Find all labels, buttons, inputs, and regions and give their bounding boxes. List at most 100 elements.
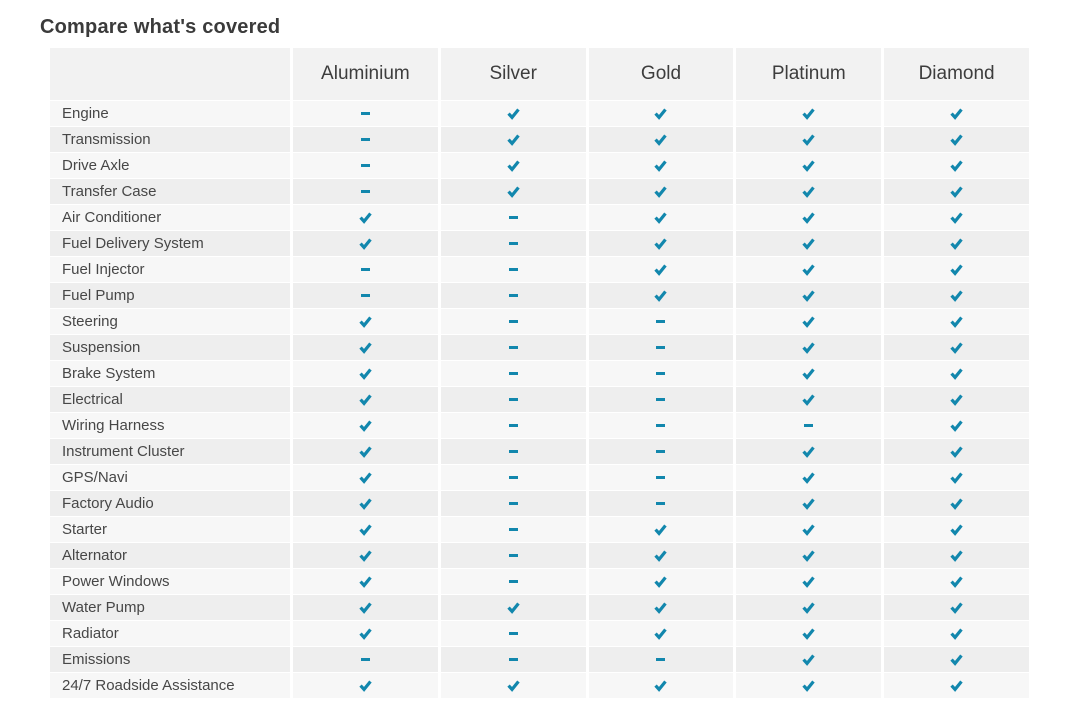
coverage-cell — [588, 361, 734, 386]
coverage-cell — [293, 673, 438, 698]
dash-icon — [508, 423, 518, 427]
coverage-cell — [736, 543, 882, 568]
check-icon — [801, 392, 816, 407]
check-icon — [949, 340, 964, 355]
coverage-cell — [736, 595, 882, 620]
coverage-cell — [884, 439, 1029, 464]
coverage-cell — [588, 179, 734, 204]
coverage-cell — [440, 205, 586, 230]
coverage-cell — [293, 647, 438, 672]
dash-icon — [508, 527, 518, 531]
dash-icon — [656, 397, 666, 401]
row-label: Electrical — [50, 387, 290, 412]
check-icon — [506, 678, 521, 693]
coverage-cell — [440, 153, 586, 178]
table-row: Drive Axle — [50, 153, 1029, 178]
row-label: Drive Axle — [50, 153, 290, 178]
dash-icon — [508, 475, 518, 479]
dash-icon — [656, 319, 666, 323]
table-body: Engine Transmission Drive Axle Transfer Cas… — [50, 101, 1029, 698]
corner-header — [50, 48, 290, 100]
check-icon — [949, 392, 964, 407]
check-icon — [801, 678, 816, 693]
coverage-cell — [736, 517, 882, 542]
check-icon — [358, 314, 373, 329]
coverage-cell — [440, 257, 586, 282]
coverage-cell — [588, 153, 734, 178]
coverage-cell — [440, 543, 586, 568]
check-icon — [801, 340, 816, 355]
check-icon — [653, 210, 668, 225]
check-icon — [358, 548, 373, 563]
coverage-cell — [293, 569, 438, 594]
coverage-cell — [736, 361, 882, 386]
check-icon — [506, 132, 521, 147]
check-icon — [949, 522, 964, 537]
check-icon — [801, 574, 816, 589]
dash-icon — [508, 215, 518, 219]
check-icon — [801, 132, 816, 147]
coverage-cell — [588, 413, 734, 438]
coverage-cell — [440, 127, 586, 152]
coverage-cell — [293, 413, 438, 438]
check-icon — [949, 366, 964, 381]
check-icon — [949, 548, 964, 563]
dash-icon — [508, 579, 518, 583]
check-icon — [949, 158, 964, 173]
row-label: Power Windows — [50, 569, 290, 594]
dash-icon — [508, 345, 518, 349]
check-icon — [949, 288, 964, 303]
coverage-cell — [440, 569, 586, 594]
dash-icon — [360, 293, 370, 297]
dash-icon — [508, 553, 518, 557]
check-icon — [653, 262, 668, 277]
dash-icon — [360, 267, 370, 271]
check-icon — [358, 340, 373, 355]
coverage-cell — [440, 283, 586, 308]
coverage-cell — [293, 257, 438, 282]
check-icon — [949, 236, 964, 251]
coverage-cell — [293, 283, 438, 308]
coverage-cell — [588, 309, 734, 334]
check-icon — [949, 496, 964, 511]
check-icon — [358, 678, 373, 693]
check-icon — [358, 392, 373, 407]
dash-icon — [656, 345, 666, 349]
check-icon — [949, 574, 964, 589]
check-icon — [653, 522, 668, 537]
coverage-cell — [736, 647, 882, 672]
check-icon — [653, 184, 668, 199]
coverage-cell — [588, 127, 734, 152]
check-icon — [949, 600, 964, 615]
check-icon — [949, 652, 964, 667]
coverage-cell — [440, 413, 586, 438]
coverage-cell — [884, 517, 1029, 542]
coverage-cell — [884, 465, 1029, 490]
coverage-cell — [884, 621, 1029, 646]
coverage-cell — [736, 335, 882, 360]
coverage-cell — [293, 387, 438, 412]
dash-icon — [508, 631, 518, 635]
coverage-cell — [293, 101, 438, 126]
table-row: 24/7 Roadside Assistance — [50, 673, 1029, 698]
coverage-cell — [293, 127, 438, 152]
row-label: GPS/Navi — [50, 465, 290, 490]
coverage-cell — [293, 439, 438, 464]
row-label: Starter — [50, 517, 290, 542]
coverage-cell — [588, 257, 734, 282]
table-header: Aluminium Silver Gold Platinum Diamond — [50, 48, 1029, 100]
check-icon — [949, 470, 964, 485]
coverage-cell — [293, 465, 438, 490]
coverage-cell — [884, 673, 1029, 698]
check-icon — [653, 158, 668, 173]
table-row: Fuel Pump — [50, 283, 1029, 308]
coverage-cell — [293, 621, 438, 646]
table-row: Air Conditioner — [50, 205, 1029, 230]
coverage-cell — [884, 231, 1029, 256]
dash-icon — [508, 397, 518, 401]
coverage-cell — [736, 621, 882, 646]
check-icon — [506, 106, 521, 121]
coverage-cell — [588, 569, 734, 594]
coverage-cell — [884, 595, 1029, 620]
